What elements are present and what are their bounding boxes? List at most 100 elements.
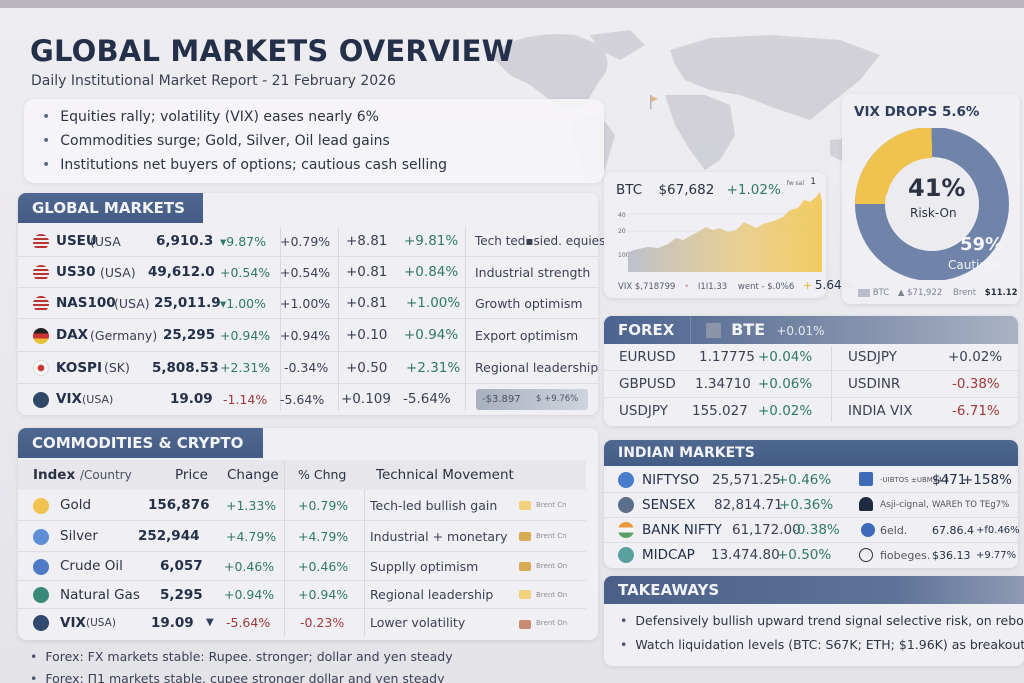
rate: 155.027 (692, 403, 748, 419)
instrument-name: NAS100 (56, 295, 116, 311)
table-row[interactable]: KOSPI (SK) 5,808.53 +2.31% -0.34% +0.50 … (18, 352, 598, 384)
pct-change: +0.94% (298, 587, 349, 602)
cautious-pct: 59% (960, 234, 1004, 255)
change-alt: +0.94% (280, 328, 331, 343)
technical-note: Regional leadership (370, 587, 494, 602)
korea-flag-icon (33, 360, 49, 376)
price: 5,295 (160, 587, 203, 603)
col-change: Change (227, 467, 279, 483)
change: +0.94% (220, 328, 271, 343)
forex-sub-change: +0.01% (776, 324, 825, 338)
down-arrow-icon: ▼ (206, 617, 214, 628)
col-pct: % Chng (298, 467, 347, 482)
plus-icon: + (802, 279, 813, 292)
risk-on-label: Risk-On (910, 206, 957, 220)
instrument-country: (USA) (100, 265, 136, 280)
person-icon: ▲ (897, 288, 905, 298)
btc-chart-card[interactable]: BTC $67,682 +1.02% fw sal 1 40 20 100 VI… (604, 172, 853, 298)
forex-row[interactable]: EURUSD 1.17775 +0.04% USDJPY +0.02% (604, 344, 1018, 371)
table-row[interactable]: Silver 252,944 +4.79% +4.79% Industrial … (18, 521, 586, 552)
table-row[interactable]: VIX (USA) 19.09 ▼ -5.64% -0.23% Lower vo… (18, 609, 586, 637)
indian-row[interactable]: SENSEX 82,814.71 +0.36% Asji-cignal, WAR… (604, 493, 1018, 518)
oil-icon (33, 559, 49, 575)
indian-row[interactable]: BANK NIFTY 61,172.00 -0.38% 6eld. 67.86.… (604, 518, 1020, 543)
page-title: GLOBAL MARKETS OVERVIEW (30, 34, 514, 68)
clock-icon (859, 548, 873, 562)
change: +0.02% (948, 349, 1003, 365)
index-change: +0.36% (779, 497, 834, 513)
table-row[interactable]: US30 (USA) 49,612.0 +0.54% +0.54% +0.81 … (18, 257, 598, 288)
btc-change: +1.02% (726, 182, 781, 198)
legend-brent-value: $11.12 (984, 288, 1018, 298)
btc-header: BTC $67,682 +1.02% (616, 182, 781, 198)
aux-label: Asji-cignal, (880, 500, 929, 510)
index-change: +0.46% (777, 472, 832, 488)
btc-area-chart (628, 192, 822, 272)
forex-row[interactable]: GBPUSD 1.34710 +0.06% USDINR -0.38% (604, 371, 1018, 398)
vix-donut-card[interactable]: VIX DROPS 5.6% 41% Risk-On 59% Cautious … (842, 94, 1020, 304)
table-row[interactable]: Gold 156,876 +1.33% +0.79% Tech-led bull… (18, 490, 586, 521)
commodities-header: COMMODITIES & CRYPTO (18, 428, 263, 458)
instrument-country: (USA) (114, 296, 150, 311)
change: +4.79% (226, 529, 277, 544)
vix-icon (33, 392, 49, 408)
change: +0.04% (758, 349, 813, 365)
aux-change: +158% (962, 472, 1012, 488)
price: 6,910.3 (156, 233, 214, 249)
nifty-icon (618, 472, 634, 488)
footer-a: I1I1.33 (697, 282, 728, 292)
change: +0.02% (758, 403, 813, 419)
change: ▾1.00% (220, 296, 266, 311)
india-flag-icon (618, 522, 634, 538)
instrument-name: DAX (56, 327, 89, 343)
change: +0.94% (224, 587, 275, 602)
pct-change: +9.81% (404, 233, 459, 249)
technical-note: Supplly optimism (370, 559, 479, 574)
table-row[interactable]: NAS100 (USA) 25,011.9 ▾1.00% +1.00% +0.8… (18, 288, 598, 319)
donut-legend: BTC ▲ $71,922 Brent $11.12 (858, 288, 1018, 298)
price: 19.09 (151, 615, 194, 631)
col-price: Price (175, 467, 208, 483)
change-alt: +0.79% (280, 234, 331, 249)
gas-icon (33, 587, 49, 603)
index-change: -0.38% (792, 522, 840, 538)
table-row[interactable]: USEU (USA 6,910.3 ▾9.87% +0.79% +8.81 +9… (18, 226, 605, 257)
change: -0.38% (952, 376, 1000, 392)
price: 19.09 (170, 391, 213, 407)
commodities-panel: COMMODITIES & CRYPTO Index /Country Pric… (18, 428, 598, 640)
y-tick: 100 (618, 252, 630, 259)
square-icon (705, 323, 721, 338)
note: Growth optimism (475, 296, 583, 311)
table-row[interactable]: DAX (Germany) 25,295 +0.94% +0.94% +0.10… (18, 319, 598, 352)
points: +0.109 (341, 391, 391, 407)
tag-swatch (519, 590, 531, 599)
forex-panel: FOREX BTE +0.01% EURUSD 1.17775 +0.04% U… (604, 316, 1018, 426)
commodity-name: Crude Oil (60, 558, 123, 574)
footnote-item: Forex: Π1 markets stable. cupee stronger… (30, 668, 453, 683)
change: +2.31% (220, 360, 271, 375)
pct-change: +0.94% (404, 327, 459, 343)
note: Industrial strength (475, 265, 591, 280)
y-tick: 20 (618, 228, 626, 235)
forex-row[interactable]: USDJPY 155.027 +0.02% INDIA VIX -6.71% (604, 398, 1018, 425)
page-subtitle: Daily Institutional Market Report - 21 F… (31, 73, 396, 89)
col-index: Index (33, 467, 76, 483)
legend-swatch (858, 288, 870, 297)
change: +0.54% (220, 265, 271, 280)
indian-row[interactable]: MIDCAP 13.474.80 +0.50% fiobeges. $36.13… (604, 543, 1018, 568)
indian-row[interactable]: NIFTYSO 25,571.25 +0.46% -UIBTOS ±UBMV4.… (604, 468, 1018, 493)
price: 25,011.9 (154, 295, 221, 311)
footnotes: Forex: FX markets stable: Rupee. stronge… (30, 646, 453, 683)
table-row[interactable]: Natural Gas 5,295 +0.94% +0.94% Regional… (18, 581, 586, 609)
pair: USDJPY (619, 403, 668, 419)
footer-vix: VIX $,718799 (618, 282, 676, 292)
aux-label: 6eld. (880, 524, 908, 537)
table-row[interactable]: VIX (USA) 19.09 -1.14% -5.64% +0.109 -5.… (18, 384, 598, 415)
chart-corner-label: fw sal (786, 180, 804, 187)
instrument-name: VIX (56, 391, 82, 407)
change-alt: +1.00% (280, 296, 331, 311)
change: +0.06% (758, 376, 813, 392)
price: 6,057 (160, 558, 203, 574)
us-flag-icon (33, 265, 49, 281)
table-row[interactable]: Crude Oil 6,057 +0.46% +0.46% Supplly op… (18, 552, 586, 581)
